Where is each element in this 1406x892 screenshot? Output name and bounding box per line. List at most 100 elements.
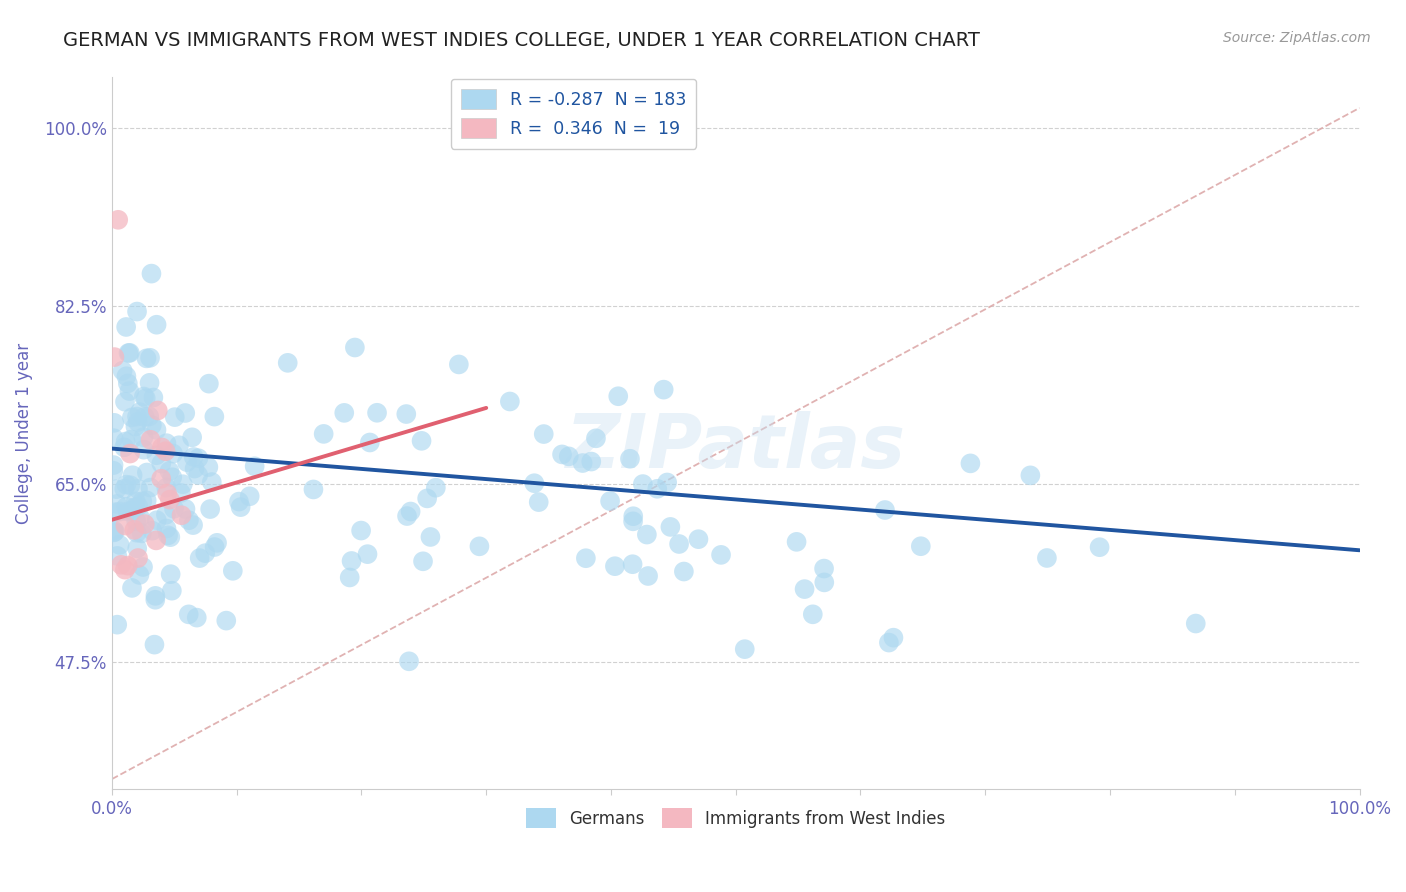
Point: [636, 527, 658, 541]
Point: [575, 551, 598, 566]
Point: [162, 447, 184, 461]
Point: [425, 481, 447, 495]
Point: [150, 472, 173, 486]
Point: [115, 477, 138, 491]
Point: [155, 508, 177, 522]
Point: [139, 433, 162, 447]
Point: [657, 475, 679, 490]
Point: [143, 638, 166, 652]
Point: [340, 554, 363, 568]
Point: [112, 440, 135, 454]
Point: [396, 509, 419, 524]
Text: ZIPatlas: ZIPatlas: [565, 411, 905, 484]
Point: [710, 548, 733, 562]
Point: [813, 575, 835, 590]
Point: [125, 514, 148, 528]
Point: [103, 525, 125, 540]
Point: [599, 494, 621, 508]
Point: [202, 409, 225, 424]
Point: [162, 470, 184, 484]
Point: [176, 455, 198, 469]
Text: Source: ZipAtlas.com: Source: ZipAtlas.com: [1223, 31, 1371, 45]
Point: [132, 442, 155, 457]
Point: [412, 554, 434, 568]
Point: [533, 427, 555, 442]
Point: [558, 450, 581, 464]
Point: [105, 617, 128, 632]
Point: [177, 607, 200, 622]
Point: [128, 568, 150, 582]
Point: [229, 500, 252, 515]
Point: [621, 514, 644, 528]
Point: [124, 500, 146, 515]
Point: [159, 567, 181, 582]
Point: [873, 503, 896, 517]
Point: [468, 539, 491, 553]
Point: [1036, 551, 1059, 566]
Point: [157, 528, 180, 542]
Point: [105, 497, 128, 511]
Point: [110, 558, 132, 572]
Point: [1088, 540, 1111, 554]
Point: [127, 500, 149, 514]
Point: [734, 642, 756, 657]
Point: [174, 406, 197, 420]
Point: [132, 560, 155, 574]
Point: [163, 501, 186, 516]
Point: [359, 435, 381, 450]
Point: [121, 504, 143, 518]
Point: [786, 534, 808, 549]
Point: [228, 494, 250, 508]
Point: [139, 351, 162, 365]
Point: [108, 505, 131, 519]
Text: GERMAN VS IMMIGRANTS FROM WEST INDIES COLLEGE, UNDER 1 YEAR CORRELATION CHART: GERMAN VS IMMIGRANTS FROM WEST INDIES CO…: [63, 31, 980, 50]
Point: [447, 358, 470, 372]
Point: [204, 540, 226, 554]
Point: [135, 391, 157, 405]
Point: [637, 569, 659, 583]
Point: [183, 461, 205, 475]
Point: [197, 460, 219, 475]
Point: [125, 304, 148, 318]
Point: [198, 376, 221, 391]
Point: [145, 318, 167, 332]
Point: [1184, 616, 1206, 631]
Point: [659, 520, 682, 534]
Point: [124, 523, 146, 537]
Point: [125, 494, 148, 508]
Point: [312, 426, 335, 441]
Point: [877, 635, 900, 649]
Point: [356, 547, 378, 561]
Point: [672, 565, 695, 579]
Point: [621, 509, 644, 524]
Point: [112, 482, 135, 496]
Point: [139, 481, 162, 495]
Point: [170, 508, 193, 523]
Point: [201, 475, 224, 489]
Point: [243, 459, 266, 474]
Point: [121, 581, 143, 595]
Point: [142, 391, 165, 405]
Point: [177, 513, 200, 527]
Point: [128, 405, 150, 419]
Point: [183, 450, 205, 464]
Point: [150, 441, 173, 455]
Point: [159, 530, 181, 544]
Point: [302, 483, 325, 497]
Point: [813, 561, 835, 575]
Point: [603, 559, 626, 574]
Point: [127, 551, 149, 566]
Point: [959, 456, 981, 470]
Point: [117, 376, 139, 391]
Point: [115, 320, 138, 334]
Point: [416, 491, 439, 506]
Point: [910, 539, 932, 553]
Point: [194, 546, 217, 560]
Point: [134, 517, 156, 532]
Point: [395, 407, 418, 421]
Point: [103, 431, 125, 445]
Point: [145, 448, 167, 462]
Point: [103, 350, 125, 364]
Point: [111, 364, 134, 378]
Point: [135, 466, 157, 480]
